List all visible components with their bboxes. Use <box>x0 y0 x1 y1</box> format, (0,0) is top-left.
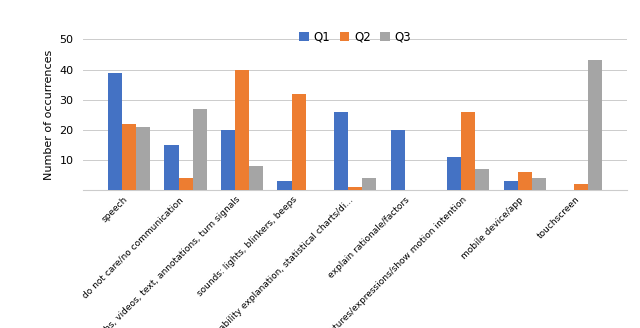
Bar <box>588 60 602 190</box>
Bar <box>292 94 306 190</box>
Bar <box>532 178 546 190</box>
Bar <box>447 157 461 190</box>
Bar <box>179 178 193 190</box>
Bar <box>108 72 122 190</box>
Legend: Q1, Q2, Q3: Q1, Q2, Q3 <box>295 26 415 48</box>
Bar <box>278 181 292 190</box>
Bar <box>390 130 404 190</box>
Bar <box>193 109 207 190</box>
Bar <box>348 187 362 190</box>
Bar <box>504 181 518 190</box>
Bar <box>476 169 490 190</box>
Bar <box>235 70 249 190</box>
Bar <box>574 184 588 190</box>
Bar <box>221 130 235 190</box>
Bar <box>461 112 476 190</box>
Bar <box>518 172 532 190</box>
Bar <box>362 178 376 190</box>
Bar <box>122 124 136 190</box>
Y-axis label: Number of occurrences: Number of occurrences <box>44 50 54 180</box>
Bar <box>136 127 150 190</box>
Bar <box>334 112 348 190</box>
Bar <box>249 166 263 190</box>
Bar <box>164 145 179 190</box>
